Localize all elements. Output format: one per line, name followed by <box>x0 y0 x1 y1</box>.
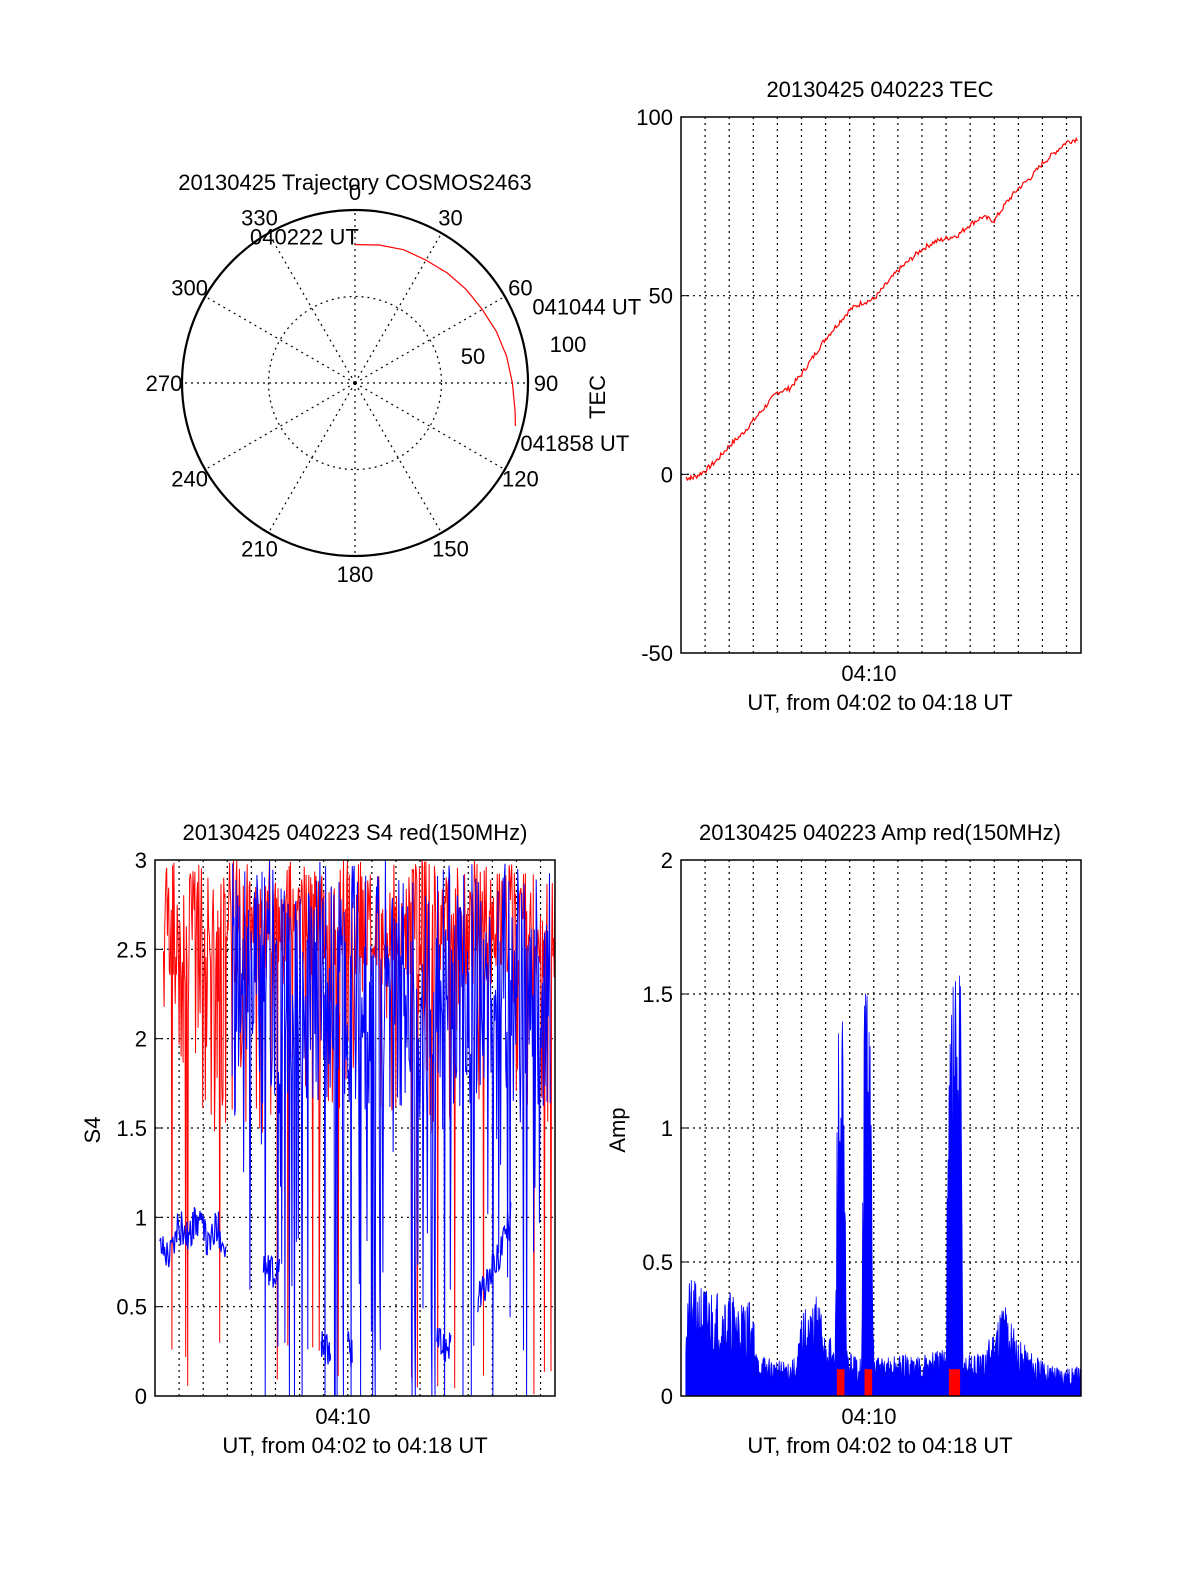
s4-blue-segment <box>320 1331 332 1365</box>
y-tick-label: 0.5 <box>116 1295 147 1320</box>
polar-azimuth-label: 300 <box>171 276 208 301</box>
polar-azimuth-label: 30 <box>438 206 462 231</box>
x-tick-label: 04:10 <box>315 1404 370 1429</box>
amp-series-group <box>685 975 1081 1396</box>
y-tick-label: 3 <box>135 848 147 873</box>
polar-spoke <box>267 382 356 534</box>
amp-red-bar <box>952 1369 957 1396</box>
s4-panel: 20130425 040223 S4 red(150MHz) 0 0.5 1 1.5 2… <box>80 820 556 1458</box>
trajectory-panel: 20130425 Trajectory COSMOS2463 0 30 60 90 12… <box>146 170 642 587</box>
y-tick-label: 50 <box>649 284 673 309</box>
trajectory-annotation: 041044 UT <box>532 294 641 319</box>
polar-azimuth-label: 240 <box>171 467 208 492</box>
y-tick-label: 100 <box>636 105 673 130</box>
polar-spoke <box>204 382 356 471</box>
amp-xlabel: UT, from 04:02 to 04:18 UT <box>747 1433 1012 1458</box>
s4-title: 20130425 040223 S4 red(150MHz) <box>183 820 528 845</box>
polar-azimuth-label: 270 <box>146 371 183 396</box>
amp-red-bar <box>948 1369 953 1396</box>
polar-inner-circle <box>267 295 443 471</box>
amp-panel: 20130425 040223 Amp red(150MHz) 0 0.5 1 1.5… <box>605 820 1082 1458</box>
y-tick-label: 2 <box>135 1027 147 1052</box>
s4-blue-segment <box>159 1207 227 1268</box>
tec-plot: -50 0 50 100 04:10 <box>636 105 1082 686</box>
s4-series-group <box>159 860 555 1396</box>
polar-grid <box>180 208 530 558</box>
s4-blue-segment <box>262 1255 281 1288</box>
polar-radial-label: 50 <box>461 344 485 369</box>
amp-plot: 0 0.5 1 1.5 2 04:10 <box>642 848 1082 1429</box>
polar-spoke <box>267 232 356 384</box>
trajectory-line <box>354 244 516 427</box>
trajectory-annotation: 041858 UT <box>520 431 629 456</box>
polar-azimuth-label: 90 <box>534 371 558 396</box>
y-tick-label: 0 <box>661 1384 673 1409</box>
polar-azimuth-label: 210 <box>241 536 278 561</box>
s4-blue-segment <box>436 1327 452 1362</box>
s4-blue-series <box>231 860 551 1396</box>
polar-tec-label: TEC <box>585 375 610 419</box>
amp-ylabel: Amp <box>605 1107 630 1152</box>
polar-spoke <box>354 382 506 471</box>
x-tick-label: 04:10 <box>841 1404 896 1429</box>
y-tick-label: 0 <box>135 1384 147 1409</box>
polar-azimuth-label: 120 <box>502 467 539 492</box>
polar-labels: 0 30 60 90 120 150 180 210 240 270 300 330 100 50 <box>146 180 587 587</box>
tec-series-line <box>685 136 1078 482</box>
amp-red-bar <box>868 1369 873 1396</box>
y-tick-label: 2.5 <box>116 937 147 962</box>
plot-frame <box>680 859 1082 1397</box>
amp-red-bar <box>840 1369 845 1396</box>
y-tick-label: 0.5 <box>642 1250 673 1275</box>
amp-red-bar <box>864 1369 869 1396</box>
amp-blue-area <box>685 975 1081 1396</box>
s4-ylabel: S4 <box>80 1117 105 1144</box>
tec-xlabel: UT, from 04:02 to 04:18 UT <box>747 690 1012 715</box>
polar-outer-circle <box>180 208 530 558</box>
polar-spoke <box>354 232 443 384</box>
s4-xlabel: UT, from 04:02 to 04:18 UT <box>222 1433 487 1458</box>
y-tick-label: -50 <box>641 641 673 666</box>
y-tick-label: 1.5 <box>642 982 673 1007</box>
trajectory-plot: 040222 UT 041044 UT 041858 UT <box>250 225 641 456</box>
s4-blue-segment <box>477 1202 512 1313</box>
y-tick-label: 1 <box>661 1116 673 1141</box>
amp-red-bar <box>836 1369 841 1396</box>
tec-panel: 20130425 040223 TEC -50 0 50 100 04:10 UT, f… <box>636 77 1082 715</box>
polar-azimuth-label: 150 <box>432 536 469 561</box>
polar-azimuth-label: 60 <box>508 276 532 301</box>
polar-azimuth-label: 0 <box>349 180 361 205</box>
tec-title: 20130425 040223 TEC <box>766 77 993 102</box>
y-tick-label: 0 <box>661 462 673 487</box>
polar-azimuth-label: 180 <box>337 562 374 587</box>
x-tick-label: 04:10 <box>841 661 896 686</box>
s4-blue-segment <box>347 1329 353 1368</box>
polar-radial-label: 100 <box>550 332 587 357</box>
plot-frame <box>680 116 1082 654</box>
y-tick-label: 1 <box>135 1205 147 1230</box>
s4-plot: 0 0.5 1 1.5 2 2.5 3 04:10 <box>116 848 556 1429</box>
plot-frame <box>154 859 556 1397</box>
amp-title: 20130425 040223 Amp red(150MHz) <box>699 820 1061 845</box>
y-tick-label: 2 <box>661 848 673 873</box>
trajectory-title: 20130425 Trajectory COSMOS2463 <box>178 170 531 195</box>
y-tick-label: 1.5 <box>116 1116 147 1141</box>
polar-spoke <box>204 295 356 384</box>
polar-spoke <box>354 382 443 534</box>
polar-azimuth-label: 330 <box>241 206 278 231</box>
amp-red-bar <box>956 1369 961 1396</box>
trajectory-annotation: 040222 UT <box>250 225 359 250</box>
polar-spoke <box>354 295 506 384</box>
